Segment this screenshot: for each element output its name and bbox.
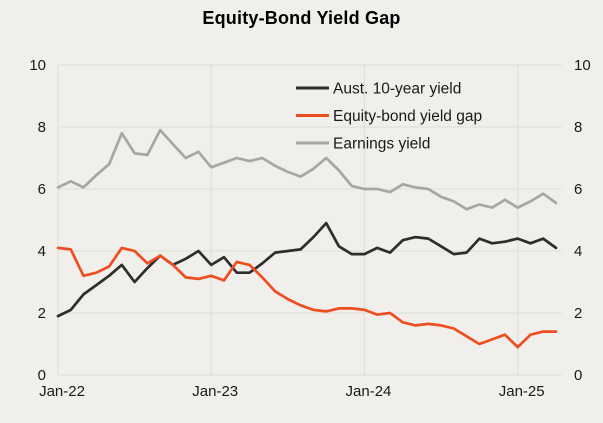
y-tick-label-right: 8 [574, 119, 582, 136]
x-tick-label: Jan-22 [39, 383, 85, 400]
y-tick-label-right: 10 [574, 57, 591, 74]
y-tick-label-right: 2 [574, 305, 582, 322]
series-line [56, 128, 558, 211]
y-tick-label-left: 6 [38, 181, 46, 198]
y-tick-label-right: 6 [574, 181, 582, 198]
y-tick-label-right: 4 [574, 243, 582, 260]
x-tick-label: Jan-24 [346, 383, 392, 400]
chart-title: Equity-Bond Yield Gap [202, 8, 401, 28]
legend-label: Earnings yield [333, 136, 430, 153]
legend-label: Equity-bond yield gap [333, 108, 482, 125]
series-line [56, 221, 558, 318]
y-tick-label-left: 0 [38, 367, 46, 384]
y-tick-label-left: 4 [38, 243, 46, 260]
y-tick-label-right: 0 [574, 367, 582, 384]
y-tick-label-left: 2 [38, 305, 46, 322]
x-tick-label: Jan-23 [192, 383, 238, 400]
y-tick-label-left: 8 [38, 119, 46, 136]
y-tick-label-left: 10 [29, 57, 46, 74]
x-tick-label: Jan-25 [499, 383, 545, 400]
legend-label: Aust. 10-year yield [333, 81, 461, 98]
series-line [56, 246, 558, 349]
